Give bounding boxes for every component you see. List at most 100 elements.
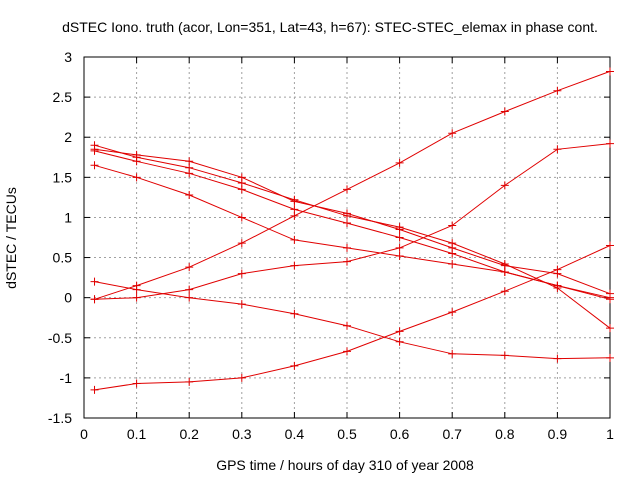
series-line [94, 150, 611, 299]
data-point [185, 293, 194, 302]
x-tick-label: 0.3 [232, 426, 252, 442]
data-point [90, 161, 99, 170]
x-tick-label: 0.7 [442, 426, 462, 442]
data-point [90, 277, 99, 286]
data-point [290, 197, 299, 206]
data-point [395, 233, 404, 242]
series-line [94, 70, 611, 300]
x-tick-label: 0.4 [285, 426, 305, 442]
data-point [606, 67, 614, 76]
data-point [448, 308, 457, 317]
data-point [185, 377, 194, 386]
data-point [448, 249, 457, 258]
data-point [290, 205, 299, 214]
data-point [132, 173, 141, 182]
data-point [395, 251, 404, 260]
data-point [290, 309, 299, 318]
x-axis-label: GPS time / hours of day 310 of year 2008 [216, 457, 474, 473]
series-line [94, 281, 611, 360]
data-point [185, 285, 194, 294]
data-point [395, 158, 404, 167]
x-tick-label: 0.1 [127, 426, 147, 442]
series-3 [90, 161, 614, 304]
data-point [500, 181, 509, 190]
y-tick-label: 1 [64, 209, 72, 225]
data-point [343, 219, 351, 228]
series-line [94, 245, 611, 391]
data-point [132, 379, 141, 388]
data-point [448, 221, 457, 230]
data-point [237, 185, 246, 194]
data-point [343, 347, 351, 356]
data-point [90, 295, 99, 304]
y-tick-label: 2.5 [53, 89, 73, 105]
data-point [237, 269, 246, 278]
data-point [343, 257, 351, 266]
data-point [448, 349, 457, 358]
series-8 [90, 146, 614, 302]
data-point [606, 353, 614, 362]
data-point [90, 385, 99, 394]
data-point [395, 337, 404, 346]
chart-title: dSTEC Iono. truth (acor, Lon=351, Lat=43… [62, 19, 598, 35]
y-tick-label: 0 [64, 290, 72, 306]
data-point [343, 321, 351, 330]
series-line [94, 144, 611, 329]
data-point [290, 361, 299, 370]
data-point [90, 146, 99, 155]
y-tick-label: -1.5 [48, 410, 72, 426]
data-point [448, 129, 457, 138]
x-tick-label: 0 [80, 426, 88, 442]
data-point [448, 259, 457, 268]
data-point [290, 235, 299, 244]
x-tick-label: 0.9 [548, 426, 568, 442]
data-point [606, 139, 614, 148]
data-point [606, 324, 614, 333]
data-point [553, 145, 562, 154]
x-tick-label: 0.5 [337, 426, 357, 442]
data-point [606, 293, 614, 302]
data-point [343, 209, 351, 218]
x-tick-label: 1 [606, 426, 614, 442]
series-4 [90, 277, 614, 363]
series-line [94, 143, 611, 300]
data-point [237, 300, 246, 309]
data-point [132, 285, 141, 294]
y-tick-label: 1.5 [53, 169, 73, 185]
data-point [185, 157, 194, 166]
series-1 [90, 67, 614, 304]
y-tick-label: -0.5 [48, 330, 72, 346]
y-axis-label: dSTEC / TECUs [3, 187, 19, 289]
data-point [237, 373, 246, 382]
series-line [94, 148, 611, 295]
series-group [90, 67, 614, 394]
axes: 0 0.1 0.2 0.3 0.4 0.5 0.6 0.7 0.8 0.9 1 -1.5 -1 -0.5 0… [48, 49, 614, 442]
data-point [237, 173, 246, 182]
data-point [500, 107, 509, 116]
data-point [395, 243, 404, 252]
y-tick-label: -1 [60, 370, 73, 386]
y-tick-label: 0.5 [53, 250, 73, 266]
data-point [395, 327, 404, 336]
data-point [185, 169, 194, 178]
data-point [553, 354, 562, 363]
data-point [553, 281, 562, 290]
x-tick-label: 0.8 [495, 426, 515, 442]
data-point [132, 157, 141, 166]
data-point [237, 213, 246, 222]
data-point [290, 261, 299, 270]
plot-frame [83, 56, 611, 419]
data-point [395, 225, 404, 234]
data-point [553, 269, 562, 278]
grid [84, 57, 610, 418]
data-point [237, 239, 246, 248]
y-tick-label: 3 [64, 49, 72, 65]
data-point [343, 243, 351, 252]
series-2 [90, 139, 614, 304]
data-point [132, 293, 141, 302]
y-tick-label: 2 [64, 129, 72, 145]
series-6 [90, 141, 614, 333]
x-tick-label: 0.2 [179, 426, 199, 442]
series-5 [90, 241, 614, 394]
